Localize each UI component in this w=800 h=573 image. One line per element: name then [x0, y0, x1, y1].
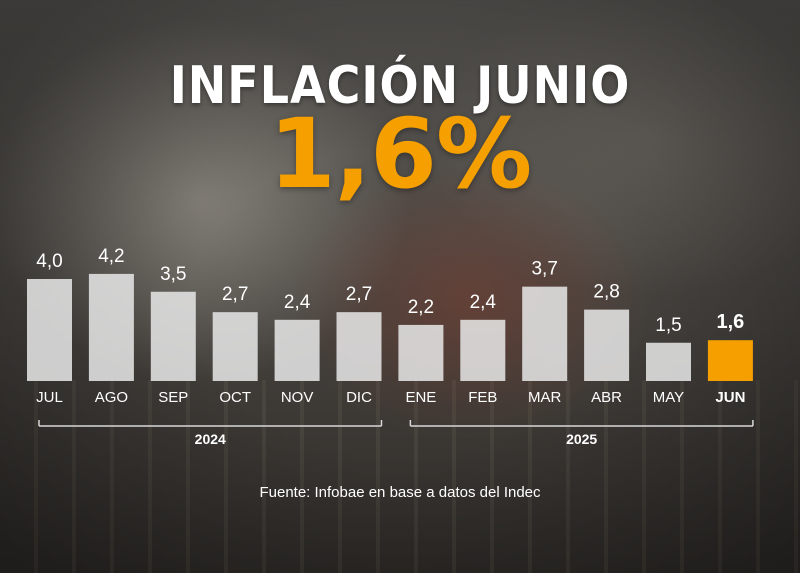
value-label-dic: 2,7: [346, 284, 372, 305]
year-label-2025: 2025: [566, 431, 597, 447]
category-label-nov: NOV: [281, 389, 314, 406]
category-label-jul: JUL: [36, 389, 63, 406]
bar-feb: [460, 319, 506, 381]
value-label-abr: 2,8: [593, 282, 619, 303]
category-label-feb: FEB: [468, 389, 497, 406]
category-label-ene: ENE: [405, 389, 436, 406]
bar-abr: [584, 309, 630, 381]
bar-mar: [522, 286, 568, 381]
value-label-feb: 2,4: [470, 292, 497, 313]
category-label-dic: DIC: [346, 389, 372, 406]
value-label-oct: 2,7: [222, 284, 248, 305]
category-label-oct: OCT: [219, 389, 251, 406]
bar-may: [646, 342, 691, 381]
year-label-2024: 2024: [195, 431, 226, 447]
bar-dic: [336, 312, 382, 381]
background-cart-texture: [0, 380, 800, 573]
value-label-mar: 3,7: [531, 259, 557, 280]
category-label-may: MAY: [653, 389, 684, 406]
bar-sep: [150, 291, 196, 381]
headline-value: 1,6%: [268, 98, 532, 210]
value-label-sep: 3,5: [160, 264, 186, 285]
category-label-sep: SEP: [158, 389, 188, 406]
bar-oct: [212, 312, 258, 381]
value-label-jun: 1,6: [716, 311, 744, 333]
bar-jun: [707, 340, 753, 381]
bar-ene: [398, 324, 444, 381]
value-label-ene: 2,2: [408, 297, 434, 318]
value-label-may: 1,5: [655, 315, 681, 336]
category-label-jun: JUN: [715, 389, 745, 406]
bar-nov: [274, 319, 320, 381]
bar-ago: [88, 273, 134, 381]
chart-title: INFLACIÓN JUNIO: [169, 54, 631, 116]
bar-jul: [27, 279, 72, 381]
value-label-ago: 4,2: [98, 246, 124, 267]
category-label-abr: ABR: [591, 389, 622, 406]
value-label-jul: 4,0: [36, 251, 62, 272]
value-label-nov: 2,4: [284, 292, 311, 313]
category-label-mar: MAR: [528, 389, 562, 406]
category-label-ago: AGO: [95, 389, 128, 406]
source-note: Fuente: Infobae en base a datos del Inde…: [259, 484, 541, 501]
